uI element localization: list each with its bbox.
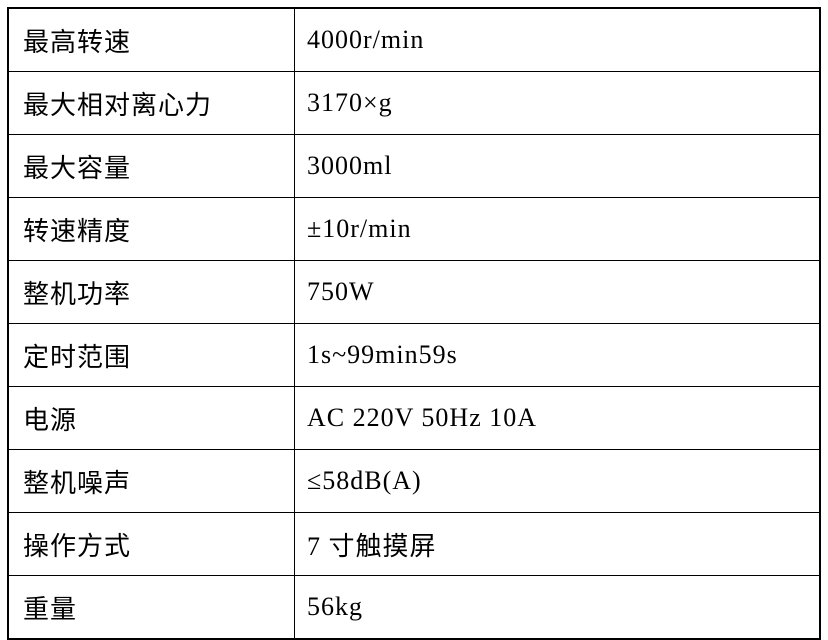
spec-label-weight: 重量 xyxy=(7,575,295,640)
spec-label-max-speed: 最高转速 xyxy=(7,7,295,72)
table-row: 整机噪声 ≤58dB(A) xyxy=(7,449,821,513)
table-row: 重量 56kg xyxy=(7,575,821,640)
spec-label-operation: 操作方式 xyxy=(7,512,295,576)
spec-table-container: 最高转速 4000r/min 最大相对离心力 3170×g 最大容量 3000m… xyxy=(7,7,821,640)
spec-value-noise: ≤58dB(A) xyxy=(294,449,821,513)
spec-value-power: 750W xyxy=(294,260,821,324)
spec-table: 最高转速 4000r/min 最大相对离心力 3170×g 最大容量 3000m… xyxy=(7,7,821,640)
table-row: 定时范围 1s~99min59s xyxy=(7,323,821,387)
spec-label-speed-accuracy: 转速精度 xyxy=(7,197,295,261)
table-row: 整机功率 750W xyxy=(7,260,821,324)
spec-label-power: 整机功率 xyxy=(7,260,295,324)
spec-value-max-rcf: 3170×g xyxy=(294,71,821,135)
spec-label-max-rcf: 最大相对离心力 xyxy=(7,71,295,135)
spec-value-speed-accuracy: ±10r/min xyxy=(294,197,821,261)
spec-label-noise: 整机噪声 xyxy=(7,449,295,513)
spec-label-timer-range: 定时范围 xyxy=(7,323,295,387)
spec-value-power-supply: AC 220V 50Hz 10A xyxy=(294,386,821,450)
spec-value-timer-range: 1s~99min59s xyxy=(294,323,821,387)
spec-value-weight: 56kg xyxy=(294,575,821,640)
spec-value-operation: 7 寸触摸屏 xyxy=(294,512,821,576)
spec-value-max-capacity: 3000ml xyxy=(294,134,821,198)
spec-label-power-supply: 电源 xyxy=(7,386,295,450)
spec-label-max-capacity: 最大容量 xyxy=(7,134,295,198)
table-row: 转速精度 ±10r/min xyxy=(7,197,821,261)
spec-value-max-speed: 4000r/min xyxy=(294,7,821,72)
table-row: 最大容量 3000ml xyxy=(7,134,821,198)
table-row: 电源 AC 220V 50Hz 10A xyxy=(7,386,821,450)
table-row: 最大相对离心力 3170×g xyxy=(7,71,821,135)
table-row: 最高转速 4000r/min xyxy=(7,7,821,72)
table-row: 操作方式 7 寸触摸屏 xyxy=(7,512,821,576)
